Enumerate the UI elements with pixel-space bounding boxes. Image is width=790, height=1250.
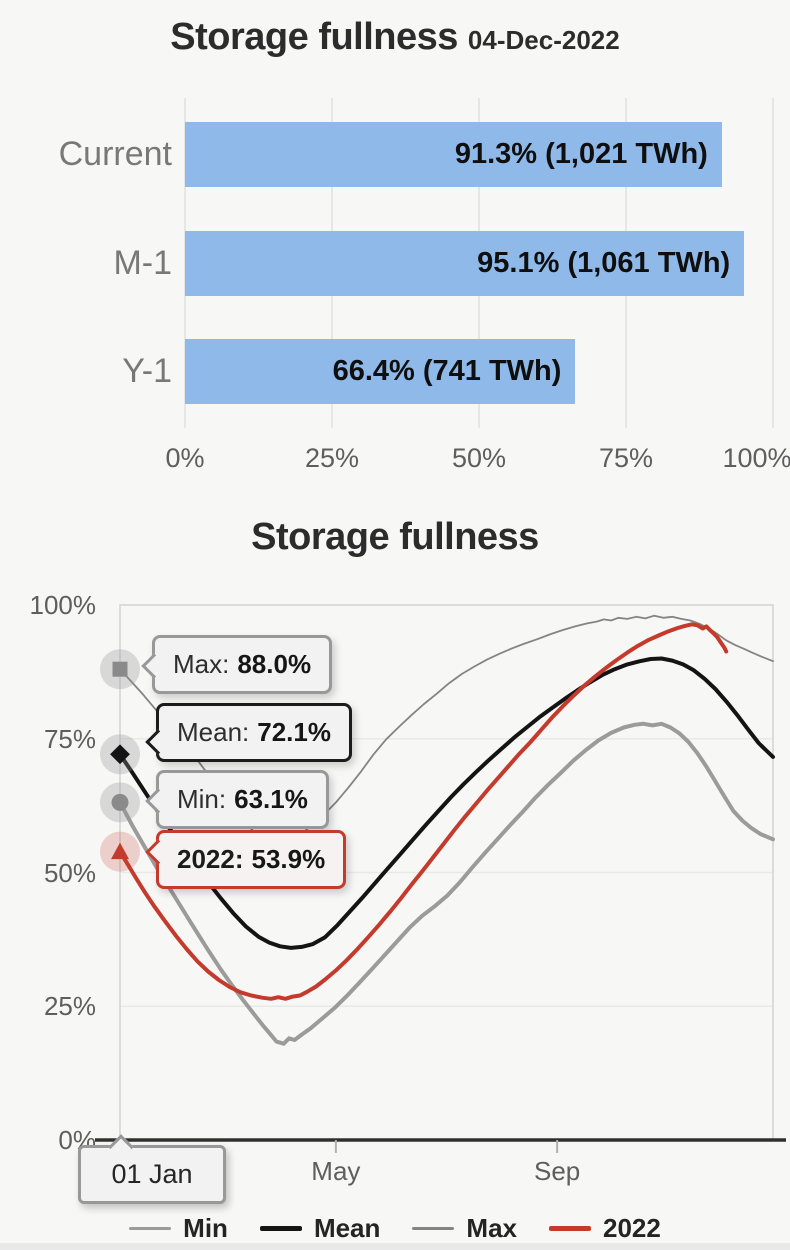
x-tick-label: May <box>311 1156 361 1186</box>
series-2022-line[interactable] <box>118 622 729 1001</box>
bar-x-tick: 75% <box>598 443 654 473</box>
tooltip-max-value: 88.0% <box>237 649 312 679</box>
tooltip-mean-value: 72.1% <box>257 717 331 747</box>
series-mean-line[interactable] <box>118 656 775 950</box>
y-tick-label: 50% <box>43 857 96 888</box>
bar-x-tick: 0% <box>165 443 205 473</box>
tooltip-min-value: 63.1% <box>234 784 308 814</box>
bar-category-current: Current <box>58 135 172 173</box>
bar-value-label: 95.1% (1,061 TWh) <box>477 247 731 279</box>
bottom-divider <box>0 1243 790 1250</box>
line-chart-title: Storage fullness <box>251 516 539 558</box>
legend-swatch-icon <box>129 1227 172 1230</box>
tooltip-mean[interactable]: Mean: 72.1% <box>145 703 352 762</box>
marker-circle-icon[interactable] <box>111 793 129 811</box>
legend-label: Max <box>466 1213 517 1243</box>
legend: Min Mean Max 2022 <box>0 1213 790 1244</box>
bar-chart-title: Storage fullness <box>170 16 458 58</box>
bar-x-tick: 25% <box>304 443 360 473</box>
tooltip-mean-label: Mean: <box>177 717 250 747</box>
legend-item-2022[interactable]: 2022 <box>548 1213 661 1244</box>
bar-chart-header: Storage fullness 04-Dec-2022 <box>0 16 790 59</box>
legend-label: Mean <box>313 1213 381 1243</box>
legend-swatch-icon <box>548 1226 591 1231</box>
marker-triangle-icon[interactable] <box>111 842 129 860</box>
legend-label: Min <box>183 1213 228 1243</box>
bar-value-label: 91.3% (1,021 TWh) <box>454 138 708 170</box>
legend-item-mean[interactable]: Mean <box>259 1213 381 1244</box>
bar-value-label: 66.4% (741 TWh) <box>332 355 562 387</box>
y-tick-label: 100% <box>29 590 97 620</box>
y-tick-label: 75% <box>43 723 96 754</box>
legend-item-min[interactable]: Min <box>129 1213 228 1244</box>
tooltip-min[interactable]: Min: 63.1% <box>145 770 329 829</box>
tooltip-2022-label: 2022: <box>177 844 244 874</box>
tooltip-max[interactable]: Max: 88.0% <box>141 635 333 694</box>
legend-item-max[interactable]: Max <box>412 1213 517 1244</box>
bar-category-y-1: Y-1 <box>122 352 172 390</box>
bar-category-m-1: M-1 <box>113 244 172 282</box>
x-tick-label: Sep <box>533 1156 581 1186</box>
bar-current[interactable]: 91.3% (1,021 TWh) <box>185 122 722 187</box>
bar-m-1[interactable]: 95.1% (1,061 TWh) <box>185 231 745 296</box>
legend-swatch-icon <box>259 1226 302 1231</box>
x-axis-tooltip-label: 01 Jan <box>111 1159 193 1189</box>
bar-x-tick: 100% <box>722 443 790 473</box>
tooltip-min-label: Min: <box>177 784 227 814</box>
bar-y-1[interactable]: 66.4% (741 TWh) <box>185 339 576 404</box>
bar-x-tick: 50% <box>451 443 507 473</box>
tooltip-2022-value: 53.9% <box>251 844 326 874</box>
series-min-line[interactable] <box>118 721 775 1046</box>
y-tick-label: 25% <box>43 991 96 1022</box>
tooltip-2022[interactable]: 2022: 53.9% <box>145 830 347 889</box>
plot-border <box>119 604 774 1140</box>
bar-chart-date: 04-Dec-2022 <box>467 25 620 55</box>
legend-swatch-icon <box>412 1227 455 1230</box>
legend-label: 2022 <box>602 1213 661 1243</box>
tooltip-max-label: Max: <box>173 649 230 679</box>
marker-square-icon[interactable] <box>112 661 128 677</box>
x-axis-tooltip[interactable]: 01 Jan <box>78 1134 226 1204</box>
